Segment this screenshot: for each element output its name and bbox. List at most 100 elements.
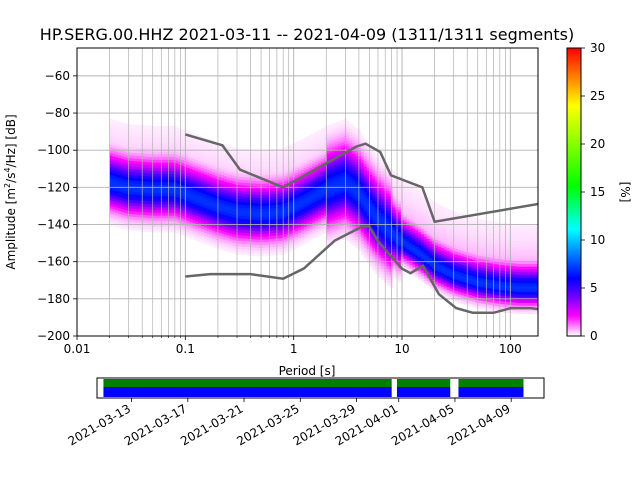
heatmap-cell	[463, 293, 468, 297]
heatmap-cell	[303, 212, 308, 216]
heatmap-cell	[423, 219, 428, 223]
heatmap-cell	[115, 204, 119, 208]
heatmap-cell	[260, 203, 265, 207]
heatmap-cell	[480, 258, 485, 262]
heatmap-cell	[320, 167, 325, 171]
heatmap-cell	[255, 166, 259, 170]
heatmap-cell	[158, 134, 162, 138]
heatmap-cell	[272, 179, 276, 183]
heatmap-cell	[329, 154, 333, 159]
heatmap-cell	[201, 184, 205, 188]
heatmap-cell	[335, 147, 339, 151]
heatmap-cell	[418, 201, 422, 205]
heatmap-cell	[206, 155, 210, 159]
heatmap-cell	[243, 238, 248, 242]
heatmap-cell	[398, 192, 402, 196]
heatmap-cell	[429, 274, 433, 278]
heatmap-cell	[201, 156, 205, 160]
heatmap-cell	[201, 161, 205, 166]
heatmap-cell	[298, 198, 302, 203]
heatmap-cell	[201, 217, 205, 221]
heatmap-cell	[298, 237, 302, 242]
heatmap-cell	[198, 199, 202, 203]
heatmap-cell	[181, 207, 185, 211]
heatmap-cell	[249, 160, 253, 164]
heatmap-cell	[135, 213, 139, 218]
heatmap-cell	[155, 204, 159, 208]
heatmap-cell	[218, 185, 222, 189]
heatmap-cell	[372, 242, 376, 246]
heatmap-cell	[192, 189, 196, 193]
heatmap-cell	[329, 160, 333, 164]
heatmap-cell	[246, 218, 250, 223]
heatmap-cell	[229, 149, 233, 153]
heatmap-cell	[463, 301, 468, 305]
heatmap-cell	[378, 185, 382, 189]
heatmap-cell	[366, 173, 370, 177]
heatmap-cell	[260, 183, 265, 187]
heatmap-cell	[203, 160, 208, 164]
heatmap-cell	[178, 231, 182, 235]
heatmap-cell	[155, 126, 159, 130]
heatmap-cell	[369, 221, 373, 226]
heatmap-cell	[326, 231, 330, 235]
heatmap-cell	[232, 180, 236, 185]
heatmap-cell	[418, 262, 422, 266]
heatmap-cell	[252, 155, 256, 159]
heatmap-cell	[323, 218, 328, 222]
heatmap-cell	[386, 196, 390, 200]
heatmap-cell	[306, 236, 310, 240]
heatmap-cell	[386, 243, 390, 247]
heatmap-cell	[466, 249, 470, 253]
heatmap-cell	[295, 164, 299, 168]
heatmap-cell	[263, 188, 268, 193]
heatmap-cell	[398, 248, 402, 252]
heatmap-cell	[435, 214, 439, 218]
heatmap-cell	[352, 220, 356, 224]
heatmap-cell	[375, 206, 379, 211]
heatmap-cell	[420, 253, 425, 257]
heatmap-cell	[266, 169, 270, 173]
heatmap-cell	[123, 137, 128, 141]
heatmap-cell	[163, 173, 168, 177]
heatmap-cell	[326, 192, 330, 196]
heatmap-cell	[409, 267, 413, 271]
heatmap-cell	[255, 225, 259, 229]
heatmap-cell	[246, 174, 250, 178]
heatmap-cell	[295, 180, 299, 184]
heatmap-cell	[132, 144, 136, 148]
heatmap-cell	[483, 264, 487, 268]
heatmap-cell	[249, 196, 253, 200]
heatmap-cell	[283, 205, 288, 210]
heatmap-cell	[460, 247, 465, 251]
heatmap-cell	[389, 196, 393, 200]
heatmap-cell	[332, 153, 336, 157]
heatmap-cell	[315, 147, 319, 152]
heatmap-cell	[226, 237, 230, 241]
heatmap-cell	[189, 193, 193, 197]
heatmap-cell	[320, 153, 325, 157]
heatmap-cell	[181, 154, 185, 158]
heatmap-cell	[409, 184, 413, 188]
heatmap-cell	[258, 216, 262, 221]
heatmap-cell	[398, 217, 402, 221]
heatmap-cell	[349, 134, 353, 138]
heatmap-cell	[386, 279, 390, 283]
heatmap-cell	[146, 156, 150, 160]
heatmap-cell	[326, 239, 330, 243]
heatmap-cell	[378, 173, 382, 178]
heatmap-cell	[215, 239, 219, 244]
heatmap-cell	[380, 232, 385, 236]
heatmap-cell	[286, 196, 290, 200]
heatmap-cell	[400, 211, 405, 215]
heatmap-cell	[146, 226, 150, 230]
heatmap-cell	[123, 178, 128, 183]
heatmap-cell	[363, 250, 368, 254]
heatmap-cell	[181, 201, 185, 205]
heatmap-cell	[215, 203, 219, 207]
heatmap-cell	[135, 158, 139, 162]
heatmap-cell	[118, 121, 122, 125]
heatmap-cell	[260, 219, 265, 223]
heatmap-cell	[309, 215, 313, 219]
heatmap-cell	[418, 223, 422, 227]
